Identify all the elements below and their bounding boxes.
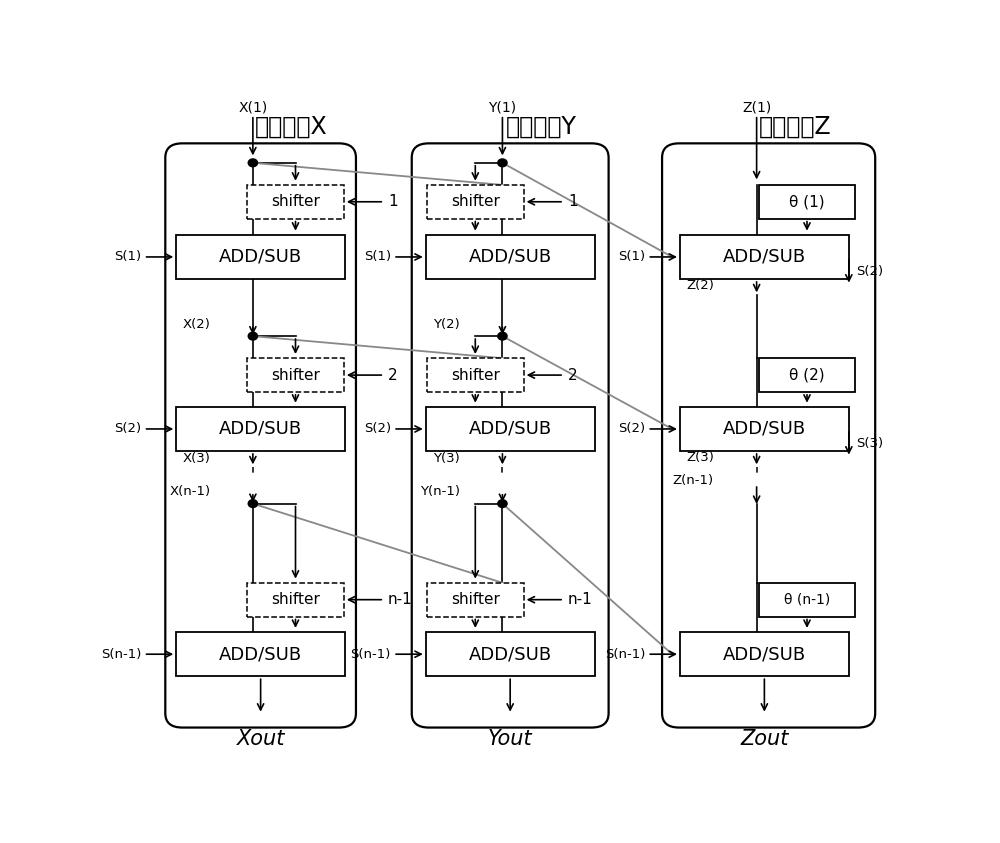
Bar bbox=[680, 407, 849, 451]
Bar bbox=[427, 358, 524, 392]
Circle shape bbox=[498, 159, 507, 167]
Text: shifter: shifter bbox=[271, 194, 320, 209]
Text: ADD/SUB: ADD/SUB bbox=[723, 248, 806, 266]
Text: 1: 1 bbox=[388, 194, 398, 209]
Text: 1: 1 bbox=[568, 194, 578, 209]
Bar bbox=[427, 185, 524, 218]
Bar bbox=[176, 632, 345, 676]
Bar bbox=[759, 583, 855, 616]
Text: n-1: n-1 bbox=[568, 592, 593, 607]
Bar bbox=[759, 358, 855, 392]
Bar bbox=[426, 235, 595, 279]
Text: X(3): X(3) bbox=[182, 453, 210, 465]
Text: Y(1): Y(1) bbox=[488, 100, 516, 114]
Text: 2: 2 bbox=[388, 368, 398, 383]
Text: Z(2): Z(2) bbox=[686, 279, 714, 292]
Text: Y(2): Y(2) bbox=[433, 318, 460, 331]
Text: S(1): S(1) bbox=[114, 250, 141, 264]
Text: Z(n-1): Z(n-1) bbox=[673, 475, 714, 487]
Circle shape bbox=[248, 332, 258, 340]
Text: θ (2): θ (2) bbox=[789, 368, 825, 383]
Text: ADD/SUB: ADD/SUB bbox=[469, 248, 552, 266]
Text: S(2): S(2) bbox=[618, 422, 645, 436]
Bar bbox=[247, 185, 344, 218]
Text: ADD/SUB: ADD/SUB bbox=[219, 420, 302, 438]
Bar bbox=[426, 407, 595, 451]
Text: S(2): S(2) bbox=[857, 265, 884, 277]
Text: shifter: shifter bbox=[271, 368, 320, 383]
Text: S(1): S(1) bbox=[364, 250, 391, 264]
Circle shape bbox=[498, 332, 507, 340]
Bar bbox=[426, 632, 595, 676]
Circle shape bbox=[248, 500, 258, 507]
Circle shape bbox=[498, 500, 507, 507]
Text: 数据通路Y: 数据通路Y bbox=[506, 115, 577, 139]
Text: shifter: shifter bbox=[451, 592, 500, 607]
Text: Y(n-1): Y(n-1) bbox=[420, 486, 460, 498]
Bar bbox=[247, 583, 344, 616]
Text: shifter: shifter bbox=[451, 194, 500, 209]
Text: shifter: shifter bbox=[451, 368, 500, 383]
Text: θ (n-1): θ (n-1) bbox=[784, 593, 830, 607]
Text: Z(3): Z(3) bbox=[686, 451, 714, 464]
Bar bbox=[680, 632, 849, 676]
Text: ADD/SUB: ADD/SUB bbox=[723, 645, 806, 663]
Text: 2: 2 bbox=[568, 368, 578, 383]
Circle shape bbox=[248, 159, 258, 167]
Text: shifter: shifter bbox=[271, 592, 320, 607]
Text: S(n-1): S(n-1) bbox=[605, 647, 645, 661]
Text: ADD/SUB: ADD/SUB bbox=[469, 420, 552, 438]
Text: X(n-1): X(n-1) bbox=[169, 486, 210, 498]
Text: Z(1): Z(1) bbox=[742, 100, 771, 114]
Text: S(2): S(2) bbox=[114, 422, 141, 436]
Bar bbox=[176, 235, 345, 279]
Text: S(2): S(2) bbox=[364, 422, 391, 436]
Text: X(1): X(1) bbox=[238, 100, 268, 114]
Text: ADD/SUB: ADD/SUB bbox=[469, 645, 552, 663]
Bar bbox=[176, 407, 345, 451]
Bar bbox=[759, 185, 855, 218]
Text: S(n-1): S(n-1) bbox=[350, 647, 391, 661]
Text: S(1): S(1) bbox=[618, 250, 645, 264]
Text: X(2): X(2) bbox=[182, 318, 210, 331]
Text: 数据通路X: 数据通路X bbox=[255, 115, 328, 139]
Text: Y(3): Y(3) bbox=[433, 453, 460, 465]
Text: ADD/SUB: ADD/SUB bbox=[219, 645, 302, 663]
Text: n-1: n-1 bbox=[388, 592, 413, 607]
Text: S(n-1): S(n-1) bbox=[101, 647, 141, 661]
Text: Xout: Xout bbox=[236, 728, 285, 749]
Text: Zout: Zout bbox=[740, 728, 789, 749]
Text: ADD/SUB: ADD/SUB bbox=[219, 248, 302, 266]
Text: Yout: Yout bbox=[488, 728, 532, 749]
Text: S(3): S(3) bbox=[857, 437, 884, 450]
Bar bbox=[680, 235, 849, 279]
Text: 数据通路Z: 数据通路Z bbox=[759, 115, 832, 139]
Bar bbox=[427, 583, 524, 616]
Bar bbox=[247, 358, 344, 392]
Text: θ (1): θ (1) bbox=[789, 194, 825, 209]
Text: ADD/SUB: ADD/SUB bbox=[723, 420, 806, 438]
